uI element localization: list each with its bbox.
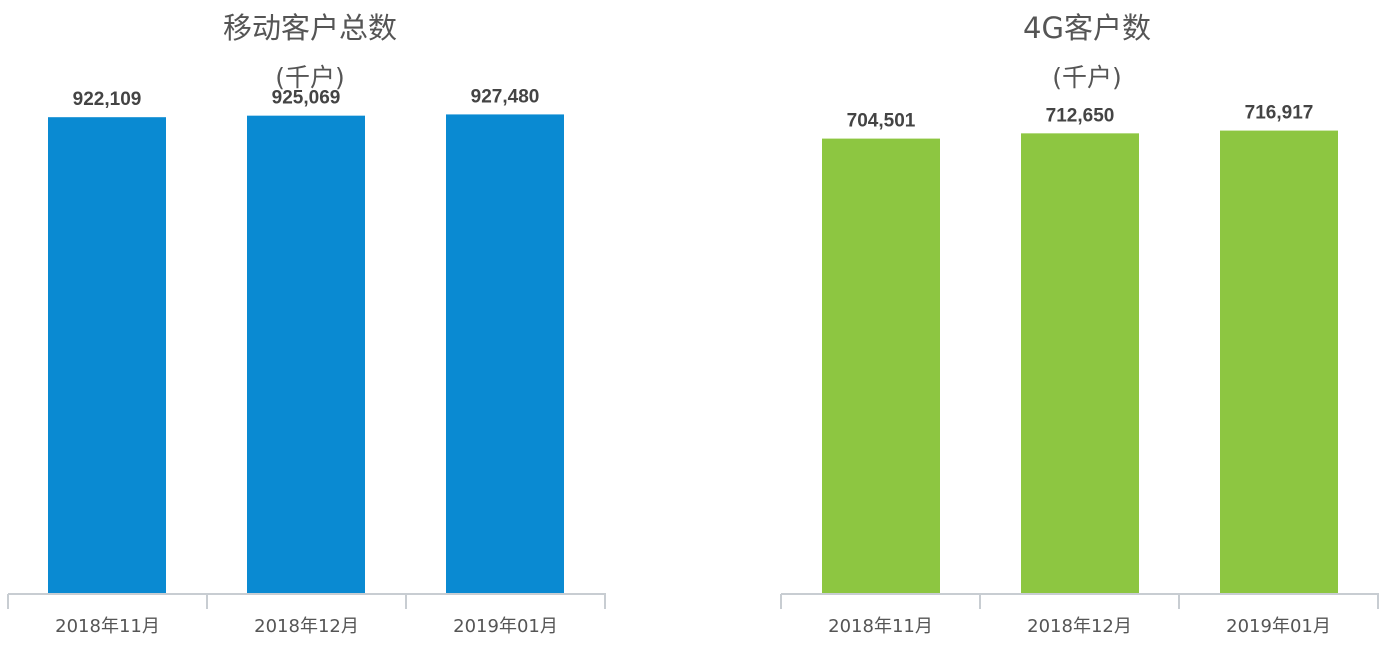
bar-1 xyxy=(48,117,166,593)
x-tick-label: 2018年11月 xyxy=(828,616,933,637)
x-tick-label: 2018年12月 xyxy=(1027,616,1132,637)
chart-title: 移动客户总数 xyxy=(222,11,397,45)
x-tick-label: 2019年01月 xyxy=(453,616,558,637)
bar-1 xyxy=(822,138,940,593)
bar-chart-4g-customers: 704,501 2018年11月 712,650 2018年12月 716,917 201… xyxy=(780,103,1379,637)
bar-value-label: 712,650 xyxy=(1046,105,1115,126)
chart-panel-4g-customers: 4G客户数 (千户) 704,501 2018年11月 712,650 2018年12… xyxy=(775,0,1399,671)
bar-chart-mobile-customers: 922,109 2018年11月 925,069 2018年12月 927,480 201… xyxy=(7,86,606,637)
bar-value-label: 704,501 xyxy=(847,111,916,132)
bar-value-label: 925,069 xyxy=(272,88,341,109)
x-tick-label: 2019年01月 xyxy=(1226,616,1331,637)
bar-3 xyxy=(446,114,564,593)
bar-value-label: 927,480 xyxy=(471,86,540,107)
chart-unit: (千户) xyxy=(1052,63,1122,92)
chart-title: 4G客户数 xyxy=(1023,11,1151,45)
bar-value-label: 716,917 xyxy=(1245,103,1314,124)
chart-panel-mobile-customers: 移动客户总数 (千户) 922,109 2018年11月 925,069 2018年1… xyxy=(0,0,620,671)
x-tick-label: 2018年11月 xyxy=(55,616,160,637)
bar-2 xyxy=(247,115,365,593)
x-tick-label: 2018年12月 xyxy=(254,616,359,637)
chart-unit: (千户) xyxy=(275,63,345,92)
bar-3 xyxy=(1220,130,1338,593)
bar-2 xyxy=(1021,133,1139,593)
bar-value-label: 922,109 xyxy=(73,89,142,110)
